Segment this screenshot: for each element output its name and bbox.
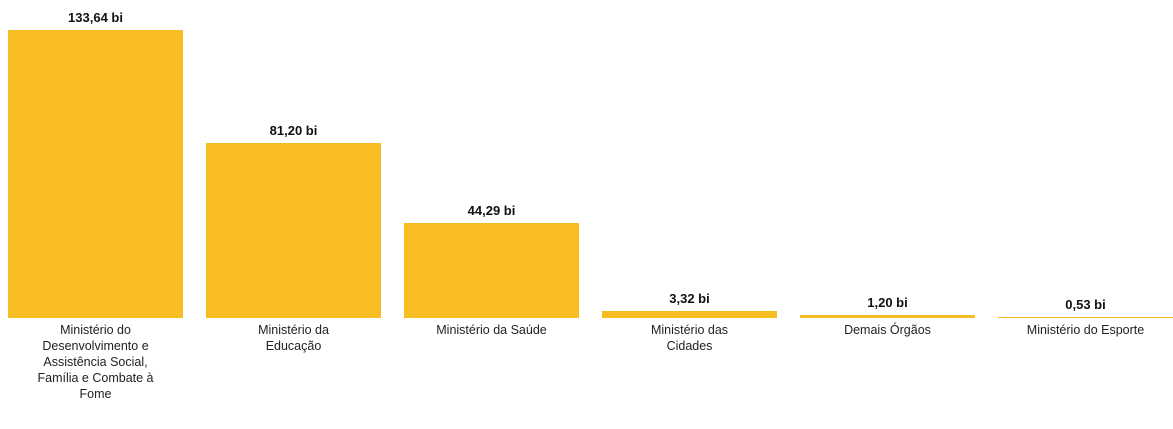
category-label: Ministério da Saúde [436,323,547,337]
bar [602,310,777,318]
category-label: Ministério do Desenvolvimento e Assistên… [37,323,154,401]
value-label: 81,20 bi [269,123,318,138]
bar [8,30,183,318]
category-label: Ministério das Cidades [650,323,729,353]
category-label: Demais Órgãos [844,323,931,337]
bar [800,315,975,318]
category-label: Ministério da Educação [258,323,329,353]
category-label: Ministério do Esporte [1026,323,1145,337]
bar [998,316,1173,318]
value-label: 0,53 bi [1065,296,1106,312]
value-label: 133,64 bi [68,10,123,25]
value-label: 1,20 bi [867,295,908,311]
bar [404,222,579,318]
value-label: 3,32 bi [669,290,710,306]
bar [206,143,381,318]
value-label: 44,29 bi [467,202,516,218]
